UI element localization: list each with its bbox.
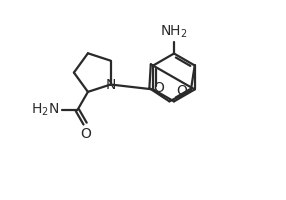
Text: O: O bbox=[176, 84, 187, 98]
Text: O: O bbox=[81, 127, 92, 141]
Text: O: O bbox=[153, 81, 164, 95]
Text: N: N bbox=[106, 78, 116, 92]
Text: NH$_2$: NH$_2$ bbox=[160, 24, 188, 40]
Text: H$_2$N: H$_2$N bbox=[31, 101, 59, 118]
